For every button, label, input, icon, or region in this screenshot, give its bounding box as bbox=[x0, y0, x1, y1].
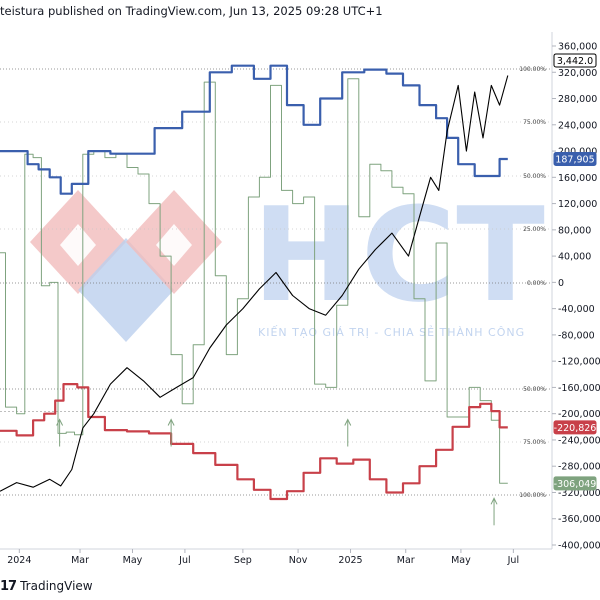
tradingview-logo-icon: 17 bbox=[0, 578, 17, 594]
y-tick-label: -160,000 bbox=[558, 383, 600, 394]
x-tick-label: Nov bbox=[289, 555, 308, 566]
y-tick-label: -400,000 bbox=[558, 541, 600, 552]
pane-level-label: 50.00% bbox=[523, 173, 546, 180]
signal-arrow-head bbox=[167, 418, 175, 426]
price-last-value-text: 3,442.0 bbox=[557, 56, 593, 67]
blue-last-value-text: 187,905 bbox=[555, 154, 594, 165]
publish-info: teistura published on TradingView.com, J… bbox=[0, 4, 383, 18]
signal-arrow-head bbox=[56, 418, 64, 426]
pane-level-label: 100.00% bbox=[519, 492, 546, 499]
price-axis[interactable]: 360,000320,000280,000240,000200,000160,0… bbox=[551, 32, 600, 552]
y-tick-label: 80,000 bbox=[558, 225, 591, 236]
price-series-line bbox=[0, 75, 509, 492]
time-axis[interactable]: 2024 Mar May Jul Sep Nov 2025 Mar May Jul bbox=[0, 548, 552, 566]
pane-level-label: 75.00% bbox=[523, 119, 546, 126]
x-tick-label: May bbox=[451, 555, 471, 566]
tradingview-brand: TradingView bbox=[20, 579, 93, 593]
y-tick-label: 240,000 bbox=[558, 120, 597, 131]
green-last-value-badge bbox=[553, 476, 597, 491]
y-tick-label: -120,000 bbox=[558, 357, 600, 368]
pane-level-label: 25.00% bbox=[523, 226, 546, 233]
y-tick-label: -280,000 bbox=[558, 462, 600, 473]
x-tick-label: Jul bbox=[178, 555, 190, 566]
pane-level-label: 100.00% bbox=[519, 66, 546, 73]
x-tick-label: Mar bbox=[71, 555, 89, 566]
watermark-letters: HCT bbox=[252, 179, 545, 331]
pane-level-label: 75.00% bbox=[523, 439, 546, 446]
pane-level-label: 0.00% bbox=[527, 280, 546, 287]
y-tick-label: -40,000 bbox=[558, 304, 595, 315]
hct-watermark-logo: HCT KIẾN TẠO GIÁ TRỊ - CHIA SẺ THÀNH CÔN… bbox=[30, 179, 545, 342]
blue-series-line bbox=[0, 64, 508, 195]
y-tick-label: 320,000 bbox=[558, 68, 597, 79]
red-series-line bbox=[0, 383, 508, 501]
x-tick-label: 2024 bbox=[7, 555, 31, 566]
tradingview-footer[interactable]: 17 TradingView bbox=[0, 578, 93, 594]
x-tick-label: Jul bbox=[507, 555, 519, 566]
signal-arrow-head bbox=[344, 418, 352, 426]
chart-grid: 100.00% 75.00% 50.00% 25.00% 0.00% 50.00% 75.0… bbox=[0, 66, 552, 499]
y-tick-label: -80,000 bbox=[558, 330, 595, 341]
signal-arrow-head bbox=[490, 497, 498, 505]
green-series-line bbox=[0, 78, 508, 484]
blue-last-value-badge bbox=[553, 151, 597, 166]
x-tick-label: 2025 bbox=[338, 555, 362, 566]
y-tick-label: 160,000 bbox=[558, 173, 597, 184]
y-tick-label: -360,000 bbox=[558, 514, 600, 525]
y-tick-label: 40,000 bbox=[558, 252, 591, 263]
y-tick-label: -320,000 bbox=[558, 488, 600, 499]
green-last-value-text: -306,049 bbox=[554, 479, 597, 490]
x-tick-label: May bbox=[123, 555, 143, 566]
x-tick-label: Mar bbox=[397, 555, 415, 566]
y-tick-label: 120,000 bbox=[558, 199, 597, 210]
red-last-value-badge bbox=[553, 420, 597, 435]
y-tick-label: 280,000 bbox=[558, 94, 597, 105]
plot-area bbox=[0, 64, 509, 526]
red-last-value-text: -220,826 bbox=[554, 423, 597, 434]
price-last-value-badge bbox=[553, 53, 597, 68]
y-tick-label: -240,000 bbox=[558, 435, 600, 446]
y-tick-label: -200,000 bbox=[558, 409, 600, 420]
last-value-labels: 3,442.0 187,905 -220,826 -306,049 bbox=[553, 53, 597, 491]
y-tick-label: 0 bbox=[558, 278, 564, 289]
y-tick-label: 360,000 bbox=[558, 42, 597, 53]
x-tick-label: Sep bbox=[234, 555, 252, 566]
pane-level-label: 50.00% bbox=[523, 386, 546, 393]
watermark-slogan: KIẾN TẠO GIÁ TRỊ - CHIA SẺ THÀNH CÔNG bbox=[258, 325, 525, 339]
